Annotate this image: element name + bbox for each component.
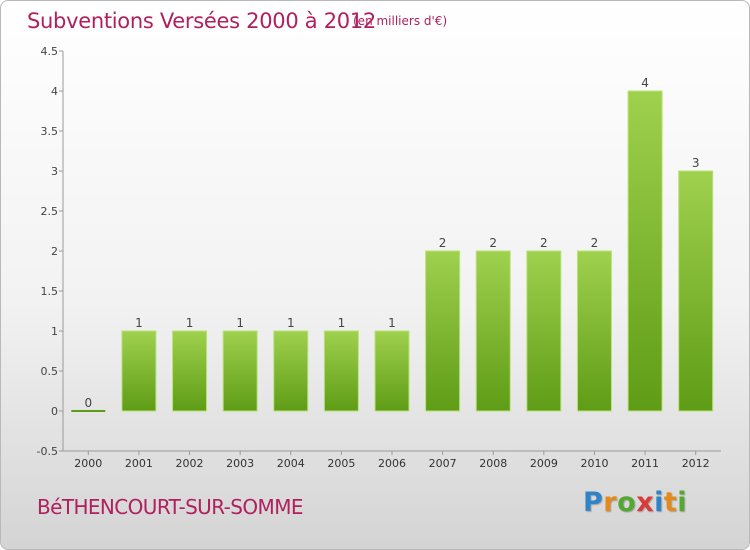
x-tick-label: 2002 (176, 457, 204, 470)
bar (576, 250, 612, 412)
data-label: 2 (540, 236, 548, 250)
bar (526, 250, 562, 412)
data-label: 1 (388, 316, 396, 330)
data-label: 3 (692, 156, 700, 170)
y-tick-label: 1.5 (41, 285, 59, 298)
data-label: 4 (641, 76, 649, 90)
logo-letter: i (677, 487, 688, 518)
data-label: 1 (186, 316, 194, 330)
proxiti-logo: Proxiti (583, 487, 687, 518)
x-tick-label: 2009 (530, 457, 558, 470)
bar (222, 330, 258, 412)
bar (475, 250, 511, 412)
chart-labels: 2000 0 2001 1 2002 1 2003 1 2004 1 2005 1 2006 1 2007 2… (74, 76, 709, 470)
data-label: 2 (489, 236, 497, 250)
x-tick-label: 2006 (378, 457, 406, 470)
bar (172, 330, 208, 412)
x-tick-label: 2011 (631, 457, 659, 470)
bar (425, 250, 461, 412)
chart-axes: -0.5 0 0.5 1 1.5 2 2.5 3 3.5 4 4.5 (37, 45, 721, 458)
logo-letter: o (617, 487, 637, 518)
bar (627, 90, 663, 412)
y-tick-label: 4 (51, 85, 58, 98)
data-label: 1 (287, 316, 295, 330)
logo-letter: i (654, 487, 664, 518)
x-tick-label: 2004 (277, 457, 305, 470)
y-tick-label: 4.5 (41, 45, 59, 58)
x-tick-label: 2010 (580, 457, 608, 470)
x-tick-label: 2003 (226, 457, 254, 470)
logo-letter: P (583, 487, 604, 518)
chart-bars (71, 90, 714, 412)
data-label: 2 (439, 236, 447, 250)
x-tick-label: 2000 (74, 457, 102, 470)
y-tick-label: 3 (51, 165, 58, 178)
bar (273, 330, 309, 412)
data-label: 1 (236, 316, 244, 330)
x-tick-label: 2008 (479, 457, 507, 470)
x-tick-label: 2001 (125, 457, 153, 470)
logo-letter: t (663, 487, 678, 518)
logo-letter: r (603, 487, 618, 518)
x-tick-label: 2005 (327, 457, 355, 470)
x-tick-label: 2007 (429, 457, 457, 470)
chart-title: Subventions Versées 2000 à 2012 (27, 9, 376, 33)
y-tick-label: -0.5 (37, 445, 58, 458)
y-tick-label: 0 (51, 405, 58, 418)
data-label: 2 (591, 236, 599, 250)
bar (121, 330, 157, 412)
commune-name: BéTHENCOURT-SUR-SOMME (37, 495, 303, 519)
y-tick-label: 2 (51, 245, 58, 258)
bar (678, 170, 714, 412)
data-label: 1 (135, 316, 143, 330)
y-tick-label: 0.5 (41, 365, 59, 378)
data-label: 1 (338, 316, 346, 330)
bar (323, 330, 359, 412)
logo-letter: x (636, 487, 655, 518)
data-label: 0 (84, 396, 92, 410)
x-tick-label: 2012 (682, 457, 710, 470)
y-tick-label: 3.5 (41, 125, 59, 138)
bar (374, 330, 410, 412)
y-tick-label: 2.5 (41, 205, 59, 218)
y-tick-label: 1 (51, 325, 58, 338)
chart-unit-label: (en milliers d'€) (353, 14, 448, 28)
